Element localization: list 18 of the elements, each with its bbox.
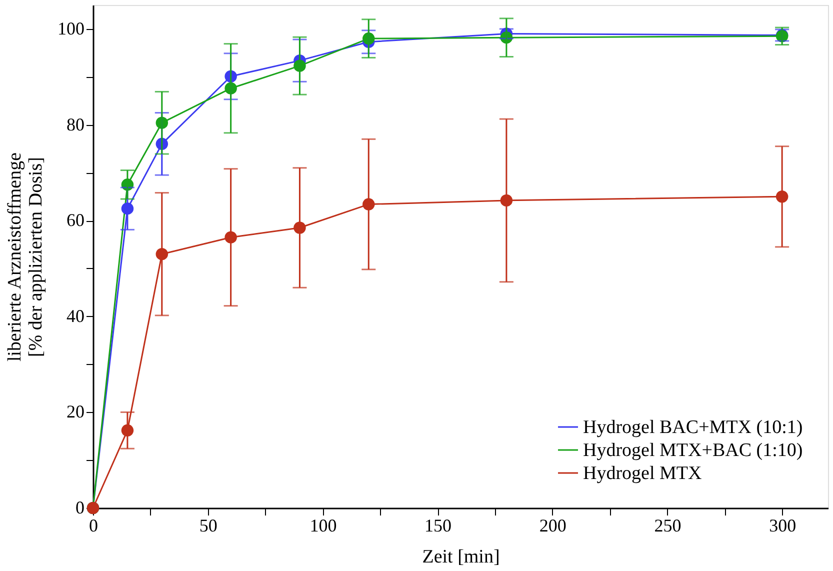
x-tick-label: 150	[424, 516, 452, 536]
y-axis-title: liberierte Arzneistoffmenge [% der applizierten Dosis]	[4, 152, 46, 362]
y-tick-label: 0	[76, 498, 84, 518]
y-tick-label: 40	[66, 306, 84, 326]
y-tick-label: 100	[58, 18, 84, 38]
y-tick-label: 20	[66, 402, 84, 422]
x-axis-title: Zeit [min]	[422, 546, 500, 568]
y-tick-label: 60	[66, 210, 84, 230]
x-tick-label: 200	[539, 516, 566, 536]
x-tick-label: 300	[769, 516, 796, 536]
legend-label: Hydrogel BAC+MTX (10:1)	[583, 417, 803, 438]
y-tick-label: 80	[66, 114, 84, 134]
x-tick-label: 100	[310, 516, 337, 536]
legend-label: Hydrogel MTX	[583, 463, 702, 484]
x-tick-label: 0	[89, 516, 98, 536]
x-tick-label: 250	[654, 516, 682, 536]
legend-label: Hydrogel MTX+BAC (1:10)	[583, 440, 803, 461]
x-tick-label: 50	[199, 516, 218, 536]
